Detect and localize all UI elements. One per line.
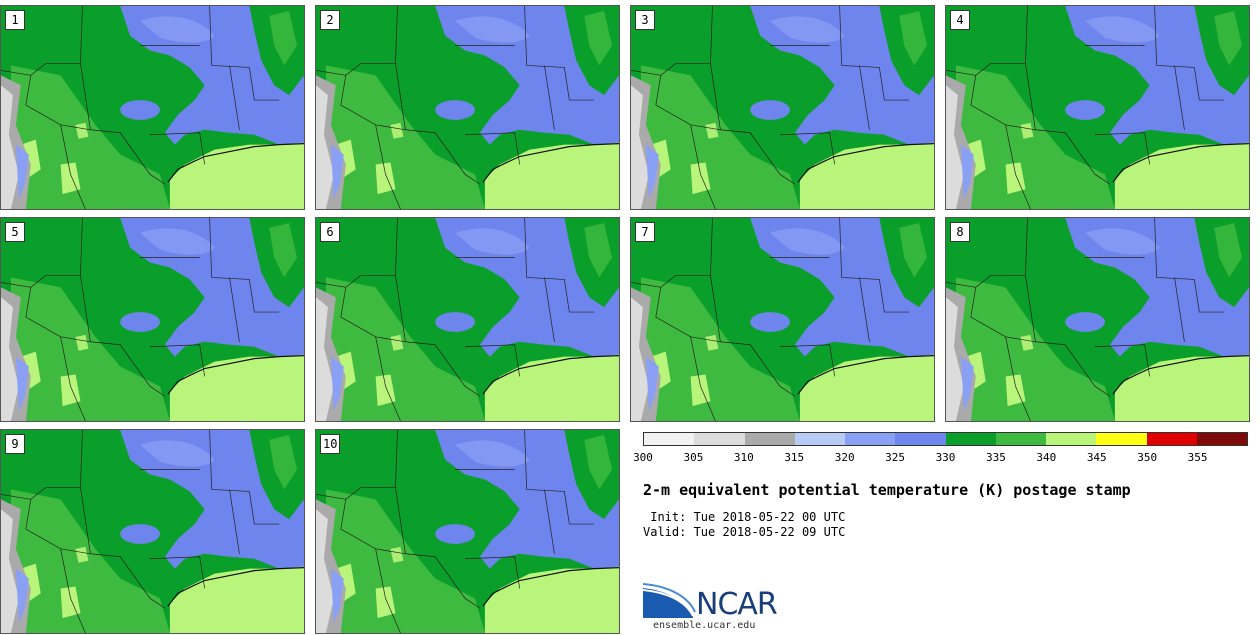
- colorbar-segment: [644, 433, 695, 445]
- stamp-panel-6: 6: [315, 217, 620, 422]
- colorbar-tick-label: 345: [1086, 451, 1107, 464]
- colorbar-tick-label: 350: [1137, 451, 1158, 464]
- map-image: [1, 430, 304, 633]
- stamp-panel-1: 1: [0, 5, 305, 210]
- colorbar-segment: [1046, 433, 1097, 445]
- stamp-panel-2: 2: [315, 5, 620, 210]
- stamp-number: 4: [950, 10, 970, 30]
- colorbar-tick-label: 310: [733, 451, 754, 464]
- colorbar-segment: [1196, 433, 1247, 445]
- colorbar-segment: [694, 433, 745, 445]
- colorbar-tick-label: 315: [784, 451, 805, 464]
- map-image: [316, 6, 619, 209]
- colorbar-segment: [1146, 433, 1197, 445]
- stamp-panel-7: 7: [630, 217, 935, 422]
- ncar-logo-text: NCAR: [696, 587, 778, 622]
- init-time: Init: Tue 2018-05-22 00 UTC: [643, 510, 846, 524]
- plot-title: 2-m equivalent potential temperature (K)…: [643, 481, 1131, 499]
- stamp-panel-9: 9: [0, 429, 305, 634]
- colorbar-tick-label: 355: [1187, 451, 1208, 464]
- colorbar-tick-label: 320: [834, 451, 855, 464]
- stamp-number: 8: [950, 222, 970, 242]
- stamp-number: 3: [635, 10, 655, 30]
- stamp-panel-10: 10: [315, 429, 620, 634]
- stamp-number: 7: [635, 222, 655, 242]
- stamp-panel-4: 4: [945, 5, 1250, 210]
- colorbar: [643, 432, 1248, 446]
- map-image: [946, 6, 1249, 209]
- stamp-number: 6: [320, 222, 340, 242]
- stamp-number: 9: [5, 434, 25, 454]
- map-image: [316, 430, 619, 633]
- ncar-url: ensemble.ucar.edu: [653, 620, 756, 631]
- colorbar-ticks: 300 305 310 315 320 325 330 335 340 345 350 355: [633, 447, 1248, 467]
- map-image: [316, 218, 619, 421]
- stamp-panel-5: 5: [0, 217, 305, 422]
- map-image: [1, 6, 304, 209]
- colorbar-segment: [744, 433, 795, 445]
- stamp-panel-8: 8: [945, 217, 1250, 422]
- stamp-number: 1: [5, 10, 25, 30]
- colorbar-tick-label: 305: [683, 451, 704, 464]
- stamp-number: 2: [320, 10, 340, 30]
- valid-time: Valid: Tue 2018-05-22 09 UTC: [643, 525, 846, 539]
- colorbar-tick-label: 330: [935, 451, 956, 464]
- stamp-number: 5: [5, 222, 25, 242]
- colorbar-tick-label: 335: [985, 451, 1006, 464]
- colorbar-segment: [1096, 433, 1147, 445]
- colorbar-segment: [794, 433, 845, 445]
- map-image: [1, 218, 304, 421]
- colorbar-segment: [895, 433, 946, 445]
- colorbar-segment: [845, 433, 896, 445]
- colorbar-segment: [945, 433, 996, 445]
- colorbar-tick-label: 340: [1036, 451, 1057, 464]
- colorbar-segment: [995, 433, 1046, 445]
- colorbar-tick-label: 300: [633, 451, 653, 464]
- ncar-logo-icon: [643, 583, 696, 618]
- map-image: [631, 218, 934, 421]
- stamp-number: 10: [320, 434, 341, 454]
- stamp-panel-3: 3: [630, 5, 935, 210]
- colorbar-tick-label: 325: [885, 451, 906, 464]
- map-image: [946, 218, 1249, 421]
- map-image: [631, 6, 934, 209]
